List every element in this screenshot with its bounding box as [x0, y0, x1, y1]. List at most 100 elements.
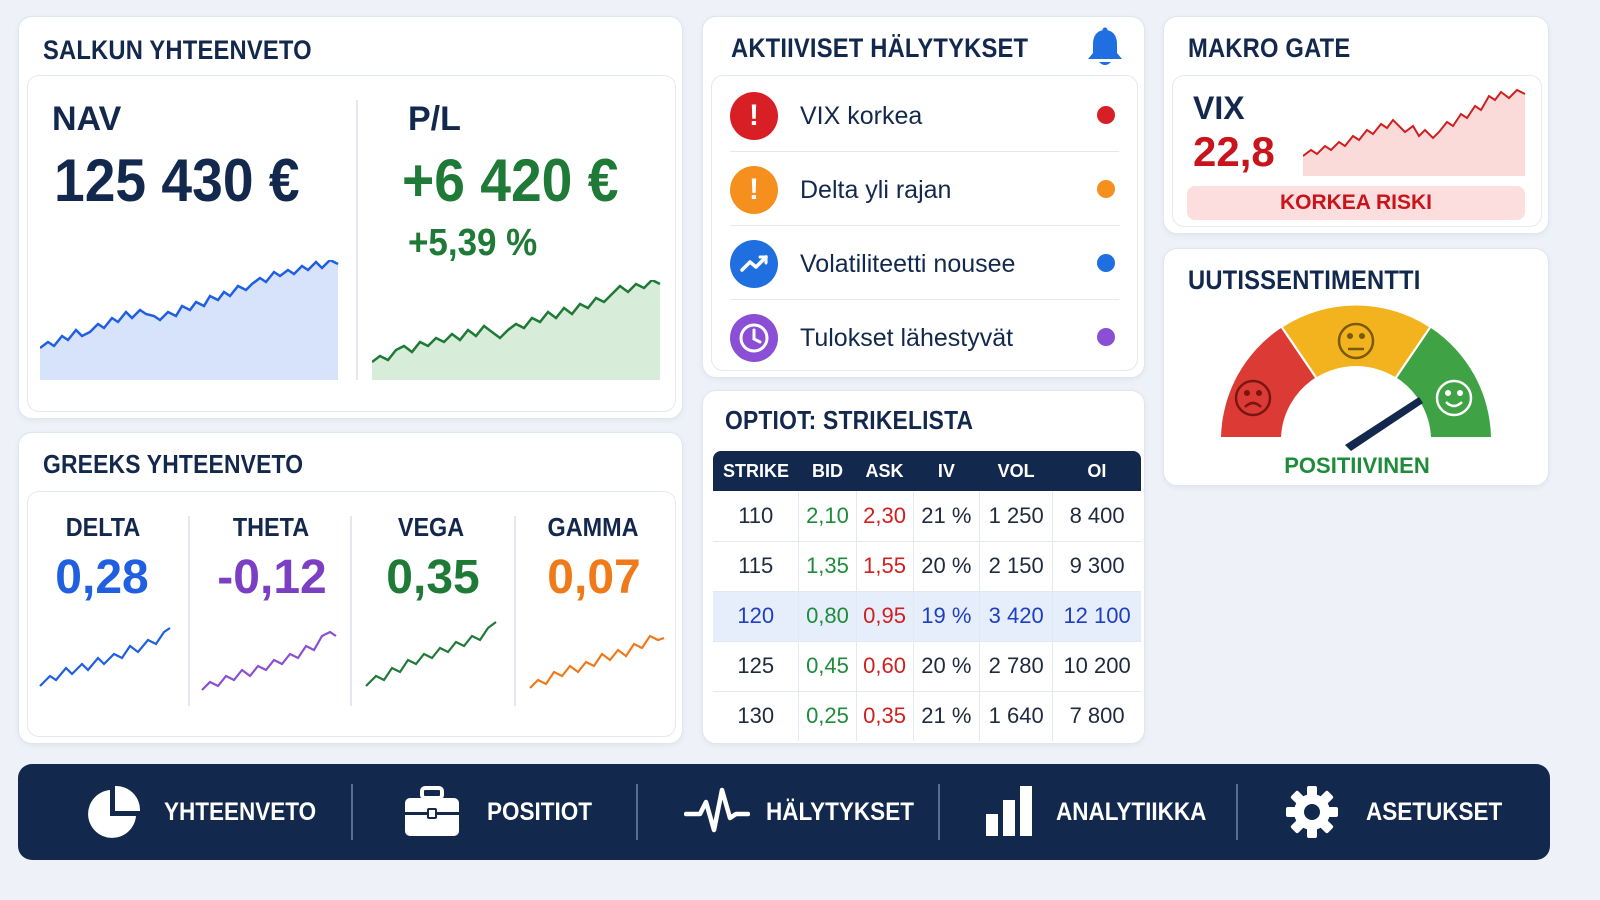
vix-sparkline	[1303, 88, 1526, 176]
ask-cell: 0,35	[856, 691, 914, 741]
vol-cell: 1 250	[979, 491, 1054, 542]
bottom-navigation: YHTEENVETO POSITIOT HÄLYTYKSET ANALYTIIK…	[18, 764, 1550, 860]
table-row[interactable]: 125 0,45 0,60 20 % 2 780 10 200	[713, 641, 1141, 692]
news-sentiment-title: UUTISSENTIMENTTI	[1188, 265, 1421, 295]
greeks-divider-2	[350, 516, 352, 706]
greeks-divider-3	[514, 516, 516, 706]
alert-text: VIX korkea	[800, 102, 923, 130]
bid-cell: 0,25	[798, 691, 857, 741]
strike-cell: 110	[713, 491, 800, 542]
bid-cell: 2,10	[798, 491, 857, 542]
gamma-label: GAMMA	[547, 512, 639, 542]
ask-cell: 2,30	[856, 491, 914, 542]
greeks-summary-panel: GREEKS YHTEENVETO DELTA 0,28 THETA -0,12…	[18, 432, 683, 744]
nav-item-alerts[interactable]: HÄLYTYKSET	[684, 764, 924, 860]
table-row[interactable]: 115 1,35 1,55 20 % 2 150 9 300	[713, 541, 1141, 592]
table-row-highlighted[interactable]: 120 0,80 0,95 19 % 3 420 12 100	[713, 591, 1141, 642]
oi-cell: 9 300	[1052, 541, 1141, 592]
sad-face-icon	[1234, 379, 1272, 417]
column-header[interactable]: STRIKE	[713, 451, 799, 491]
alert-text: Volatiliteetti nousee	[800, 250, 1016, 278]
gamma-sparkline	[529, 634, 665, 689]
news-sentiment-panel: UUTISSENTIMENTTI POSITIIVINEN	[1163, 248, 1549, 486]
bell-icon[interactable]	[1085, 27, 1125, 69]
nav-value: 125 430 €	[54, 147, 300, 214]
neutral-face-icon	[1337, 322, 1375, 360]
oi-cell: 8 400	[1052, 491, 1141, 542]
iv-cell: 21 %	[913, 491, 981, 542]
strike-table: STRIKE BID ASK IV VOL OI 110 2,10 2,30 2…	[713, 451, 1141, 741]
iv-cell: 20 %	[913, 641, 981, 692]
alert-item-volatility[interactable]: Volatiliteetti nousee	[712, 226, 1137, 300]
happy-face-icon	[1435, 379, 1473, 417]
vix-value: 22,8	[1193, 128, 1275, 175]
sentiment-status: POSITIIVINEN	[1284, 453, 1430, 478]
alerts-list: ! VIX korkea ! Delta yli rajan Volatilit…	[711, 75, 1138, 371]
theta-label: THETA	[232, 512, 310, 542]
active-alerts-panel: AKTIIVISET HÄLYTYKSET ! VIX korkea ! Del…	[702, 16, 1145, 378]
nav-item-analytics[interactable]: ANALYTIIKKA	[984, 764, 1234, 860]
nav-label: ASETUKSET	[1366, 798, 1503, 826]
theta-value: -0,12	[217, 551, 327, 604]
strike-cell: 115	[713, 541, 800, 592]
alert-status-dot	[1097, 254, 1115, 272]
alert-item-earnings[interactable]: Tulokset lähestyvät	[712, 300, 1137, 374]
alert-status-dot	[1097, 328, 1115, 346]
pl-value: +6 420 €	[402, 147, 619, 214]
exclamation-icon: !	[730, 166, 778, 214]
strike-cell: 130	[713, 691, 800, 741]
column-header[interactable]: VOL	[979, 451, 1053, 491]
column-header[interactable]: ASK	[856, 451, 914, 491]
bid-cell: 0,45	[798, 641, 857, 692]
bid-cell: 1,35	[798, 541, 857, 592]
vol-cell: 2 150	[979, 541, 1054, 592]
greeks-summary-title: GREEKS YHTEENVETO	[43, 449, 304, 479]
vega-value: 0,35	[386, 551, 480, 604]
column-header[interactable]: OI	[1052, 451, 1141, 491]
macro-gate-panel: MAKRO GATE VIX 22,8 KORKEA RISKI	[1163, 16, 1549, 234]
strike-cell: 125	[713, 641, 800, 692]
delta-sparkline	[39, 627, 171, 687]
ask-cell: 0,60	[856, 641, 914, 692]
briefcase-icon	[405, 786, 459, 836]
table-row[interactable]: 110 2,10 2,30 21 % 1 250 8 400	[713, 491, 1141, 542]
nav-label: YHTEENVETO	[164, 798, 317, 826]
active-alerts-title: AKTIIVISET HÄLYTYKSET	[731, 33, 1029, 63]
portfolio-divider	[356, 100, 358, 380]
options-strike-title: OPTIOT: STRIKELISTA	[725, 405, 974, 435]
pl-sparkline	[372, 280, 661, 380]
portfolio-summary-card: NAV 125 430 € P/L +6 420 € +5,39 %	[27, 75, 676, 412]
greeks-divider-1	[188, 516, 190, 706]
trend-up-icon	[730, 240, 778, 288]
vol-cell: 2 780	[979, 641, 1054, 692]
oi-cell: 10 200	[1052, 641, 1141, 692]
vix-card: VIX 22,8 KORKEA RISKI	[1172, 75, 1542, 227]
alert-text: Delta yli rajan	[800, 176, 952, 204]
pie-chart-icon	[88, 785, 141, 838]
iv-cell: 20 %	[913, 541, 981, 592]
nav-item-summary[interactable]: YHTEENVETO	[84, 764, 324, 860]
portfolio-summary-title: SALKUN YHTEENVETO	[43, 35, 312, 65]
nav-item-settings[interactable]: ASETUKSET	[1284, 764, 1514, 860]
column-header[interactable]: IV	[913, 451, 980, 491]
sentiment-gauge	[1221, 305, 1491, 451]
vix-label: VIX	[1193, 90, 1245, 126]
portfolio-summary-panel: SALKUN YHTEENVETO NAV 125 430 € P/L +6 4…	[18, 16, 683, 419]
pl-label: P/L	[408, 100, 461, 138]
nav-item-positions[interactable]: POSITIOT	[403, 764, 623, 860]
vega-sparkline	[365, 621, 497, 687]
alert-item-delta[interactable]: ! Delta yli rajan	[712, 152, 1137, 226]
exclamation-icon: !	[730, 92, 778, 140]
alert-status-dot	[1097, 106, 1115, 124]
column-header[interactable]: BID	[798, 451, 857, 491]
table-row[interactable]: 130 0,25 0,35 21 % 1 640 7 800	[713, 691, 1141, 741]
oi-cell: 7 800	[1069, 703, 1125, 729]
macro-gate-title: MAKRO GATE	[1188, 33, 1351, 63]
nav-sparkline	[40, 260, 339, 380]
alert-item-vix[interactable]: ! VIX korkea	[712, 78, 1137, 152]
nav-label: HÄLYTYKSET	[766, 798, 914, 826]
bar-chart-icon	[986, 786, 1032, 836]
gamma-value: 0,07	[547, 551, 641, 604]
iv-cell: 19 %	[913, 591, 981, 642]
delta-label: DELTA	[65, 512, 141, 542]
